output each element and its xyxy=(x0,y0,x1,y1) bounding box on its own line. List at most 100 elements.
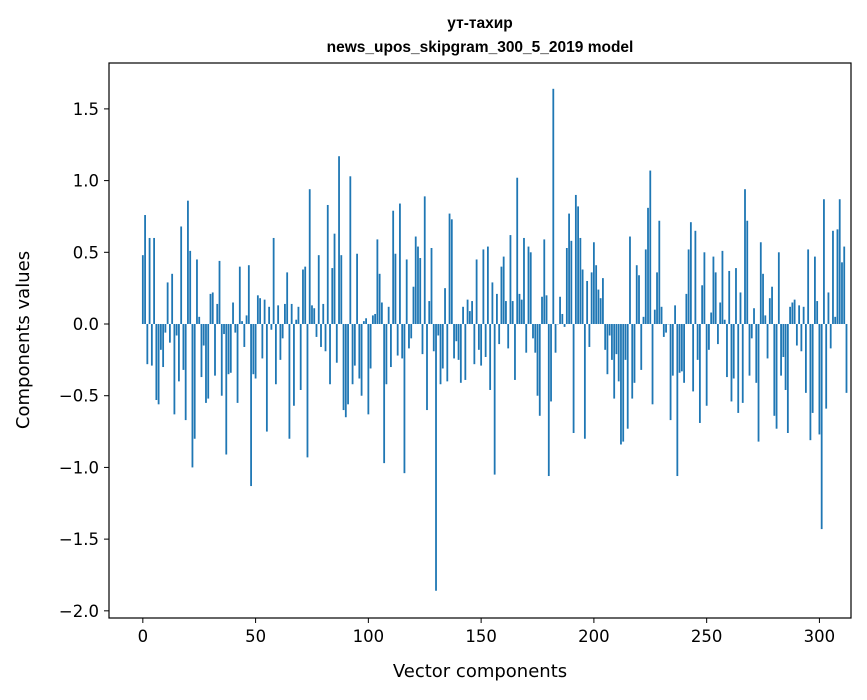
bar xyxy=(742,324,744,403)
bar xyxy=(345,324,347,417)
bar xyxy=(142,255,144,324)
x-tick-label: 200 xyxy=(578,627,610,646)
bar xyxy=(225,324,227,455)
bar xyxy=(830,324,832,348)
x-tick-label: 100 xyxy=(353,627,385,646)
bar xyxy=(598,290,600,324)
bar xyxy=(158,324,160,404)
bar xyxy=(582,270,584,325)
bar xyxy=(543,239,545,324)
bar xyxy=(643,317,645,324)
bar xyxy=(782,324,784,357)
bar xyxy=(205,324,207,403)
bar xyxy=(814,257,816,324)
bar xyxy=(593,242,595,324)
bar xyxy=(692,324,694,391)
bar xyxy=(311,305,313,324)
bar xyxy=(460,324,462,383)
bar xyxy=(514,324,516,380)
bar xyxy=(246,315,248,324)
bar xyxy=(237,324,239,403)
bar xyxy=(600,298,602,324)
bar xyxy=(462,307,464,324)
bar xyxy=(638,275,640,324)
bar xyxy=(419,258,421,324)
bar xyxy=(609,324,611,335)
bar xyxy=(496,294,498,324)
bar xyxy=(559,297,561,324)
bar xyxy=(243,324,245,347)
bar xyxy=(349,176,351,324)
bar xyxy=(713,257,715,324)
bar xyxy=(282,324,284,338)
bar xyxy=(449,214,451,324)
bar xyxy=(487,247,489,324)
bar xyxy=(722,251,724,324)
bar xyxy=(401,324,403,358)
bar xyxy=(320,324,322,347)
bar xyxy=(534,324,536,353)
bar xyxy=(505,301,507,324)
bar xyxy=(787,324,789,433)
chart-title-line1: ут-тахир xyxy=(447,15,512,32)
bar xyxy=(607,324,609,374)
bar xyxy=(228,324,230,374)
bar xyxy=(480,324,482,366)
bar xyxy=(417,247,419,324)
bar xyxy=(620,324,622,444)
bar xyxy=(674,305,676,324)
bar xyxy=(541,297,543,324)
bar xyxy=(340,255,342,324)
bar xyxy=(503,257,505,324)
bar xyxy=(828,292,830,324)
bar xyxy=(834,317,836,324)
bar xyxy=(521,300,523,324)
bar xyxy=(408,324,410,348)
bar xyxy=(352,324,354,384)
bar xyxy=(153,238,155,324)
bar xyxy=(785,324,787,390)
bar xyxy=(749,324,751,376)
bar xyxy=(767,324,769,358)
bar xyxy=(622,324,624,442)
bar xyxy=(201,324,203,377)
bar xyxy=(415,237,417,324)
bar xyxy=(577,206,579,324)
bar xyxy=(410,324,412,338)
bar xyxy=(744,189,746,324)
bar xyxy=(737,324,739,413)
bar xyxy=(433,324,435,351)
bar xyxy=(334,234,336,324)
bar xyxy=(266,324,268,432)
bar xyxy=(155,324,157,400)
bar xyxy=(798,305,800,324)
bar xyxy=(706,324,708,406)
bar xyxy=(455,324,457,341)
bar xyxy=(832,231,834,324)
bar xyxy=(194,324,196,439)
y-tick-label: −1.0 xyxy=(59,458,99,477)
bar xyxy=(710,313,712,324)
bar xyxy=(189,251,191,324)
bar xyxy=(482,249,484,324)
bar xyxy=(773,324,775,416)
bar xyxy=(568,214,570,324)
bar xyxy=(676,324,678,476)
bar xyxy=(365,318,367,324)
bar xyxy=(471,301,473,324)
bar xyxy=(298,307,300,324)
bar xyxy=(275,324,277,384)
bar xyxy=(383,324,385,463)
bar xyxy=(160,324,162,350)
bar xyxy=(185,324,187,420)
bar xyxy=(358,324,360,379)
bar xyxy=(769,298,771,324)
bar xyxy=(760,242,762,324)
bar xyxy=(207,324,209,399)
bar xyxy=(548,324,550,476)
bar xyxy=(397,324,399,356)
bar xyxy=(291,304,293,324)
bar xyxy=(232,303,234,325)
y-tick-label: 1.0 xyxy=(73,172,99,191)
bar xyxy=(338,156,340,324)
